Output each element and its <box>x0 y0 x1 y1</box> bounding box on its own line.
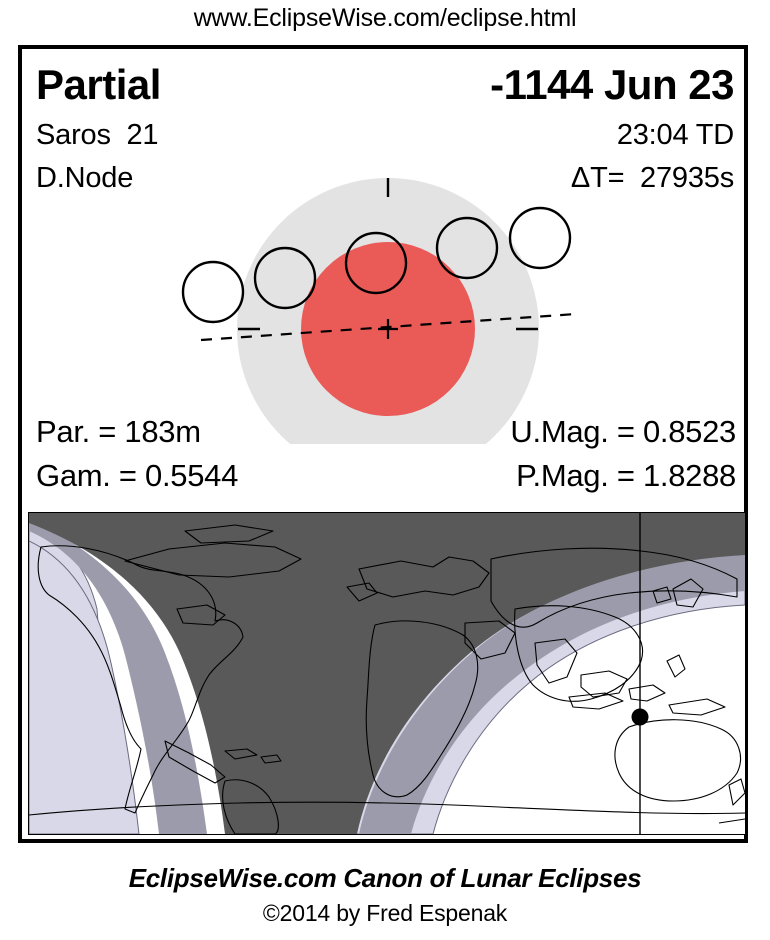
zone-entire-visible <box>29 513 745 834</box>
visibility-map <box>28 512 746 835</box>
page-url: www.EclipseWise.com/eclipse.html <box>193 4 577 32</box>
eclipse-date-label: -1144 Jun 23 <box>490 61 734 108</box>
zone-moonrise-left <box>29 540 140 834</box>
title-row: Partial -1144 Jun 23 <box>36 61 734 109</box>
eclipse-shadow-diagram <box>181 178 577 444</box>
umbral-magnitude-label: U.Mag. = 0.8523 <box>510 414 736 449</box>
eclipse-time-label: 23:04 TD <box>616 119 734 151</box>
saros-label: Saros 21 <box>36 119 159 151</box>
eclipse-type-label: Partial <box>36 61 161 108</box>
umbra-circle <box>301 242 475 416</box>
moon-position-p4 <box>508 206 572 270</box>
greatest-eclipse-zenith-dot <box>631 708 649 726</box>
moon-position-p1 <box>181 260 245 324</box>
moon-position-greatest <box>344 231 408 295</box>
penumbral-magnitude-label: P.Mag. = 1.8288 <box>516 458 736 493</box>
zone-partial-visible-right <box>359 553 745 834</box>
moon-position-u4 <box>435 216 499 280</box>
node-deltat-row: D.Node ΔT= 27935s <box>36 162 734 195</box>
partial-duration-label: Par. = 183m <box>36 414 201 449</box>
measurement-row-1: Par. = 183m U.Mag. = 0.8523 <box>36 414 736 450</box>
shadow-center-cross <box>378 319 398 339</box>
footer-title: EclipseWise.com Canon of Lunar Eclipses <box>128 863 642 893</box>
zone-partial-visible <box>29 519 207 834</box>
gamma-label: Gam. = 0.5544 <box>36 458 239 493</box>
penumbra-circle <box>237 178 539 444</box>
node-label: D.Node <box>36 162 134 194</box>
delta-t-label: ΔT= 27935s <box>570 162 734 194</box>
eclipse-panel: Partial -1144 Jun 23 Saros 21 23:04 TD D… <box>18 45 748 843</box>
moon-path-line <box>200 312 577 342</box>
measurement-row-2: Gam. = 0.5544 P.Mag. = 1.8288 <box>36 458 736 494</box>
coastlines <box>29 524 745 834</box>
footer-credit: ©2014 by Fred Espenak <box>262 900 508 926</box>
saros-time-row: Saros 21 23:04 TD <box>36 119 734 152</box>
map-canvas <box>29 513 745 834</box>
moon-position-u1 <box>253 246 317 310</box>
